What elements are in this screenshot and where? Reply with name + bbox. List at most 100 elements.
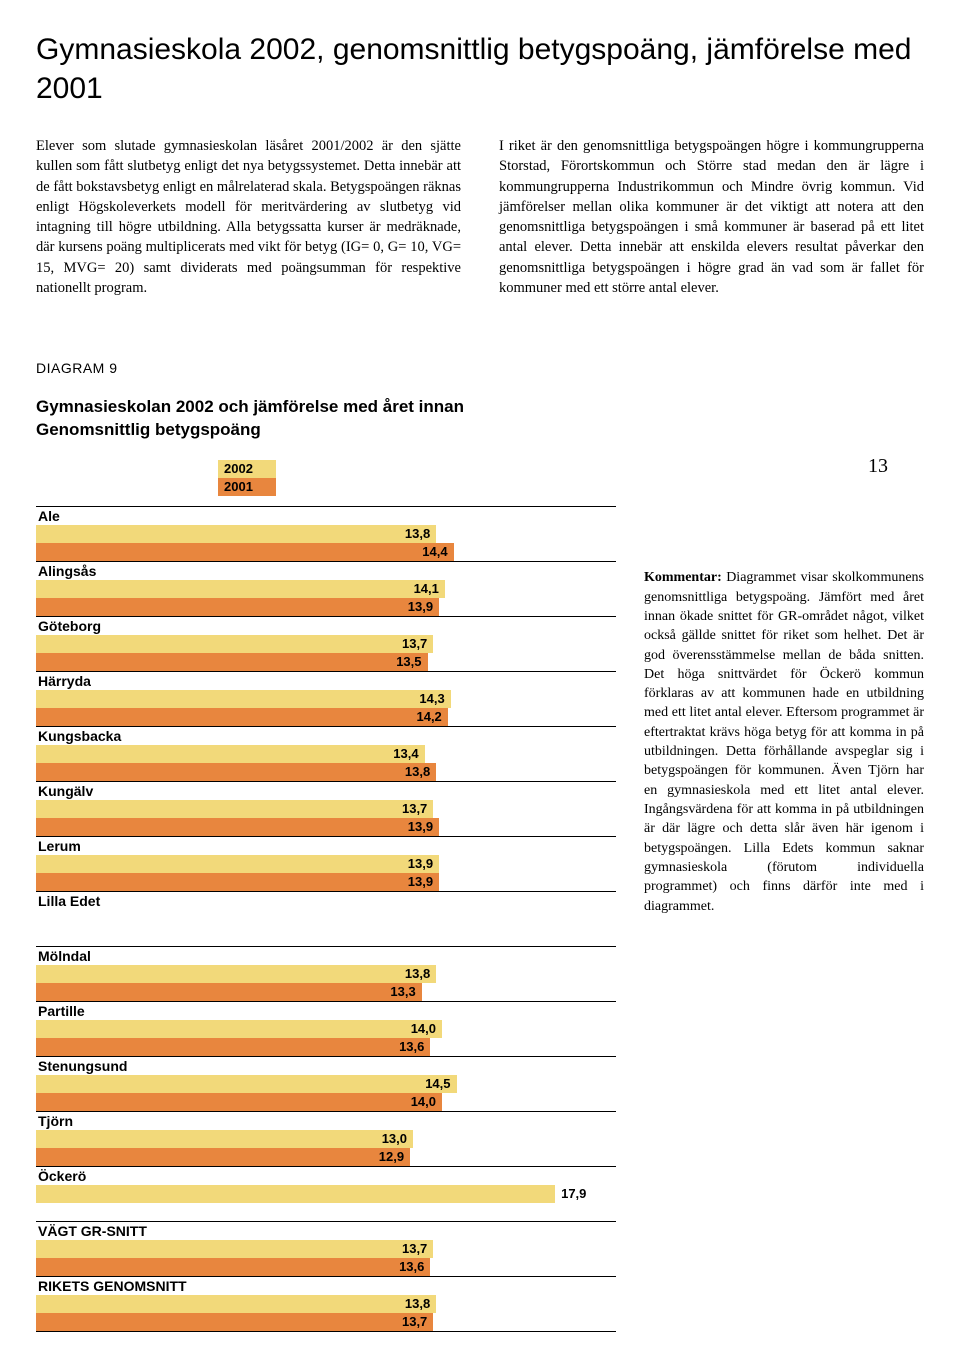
bar-2002: 13,0 — [36, 1130, 616, 1148]
bar-value: 13,9 — [408, 598, 433, 616]
bar-value: 13,6 — [399, 1038, 424, 1056]
chart-row: Partille14,013,6 — [36, 1001, 616, 1056]
diagram-label: DIAGRAM 9 — [36, 358, 924, 378]
page-title: Gymnasieskola 2002, genomsnittlig betygs… — [36, 30, 924, 108]
bar-value: 14,4 — [422, 543, 447, 561]
page-number: 13 — [868, 452, 888, 481]
chart-row: Mölndal13,813,3 — [36, 946, 616, 1001]
chart-row: Stenungsund14,514,0 — [36, 1056, 616, 1111]
bar-value: 13,4 — [393, 745, 418, 763]
legend: 20022001 — [218, 460, 924, 496]
bar-2001: 14,2 — [36, 708, 616, 726]
row-label: Lilla Edet — [36, 892, 616, 910]
bar-value: 12,9 — [379, 1148, 404, 1166]
bar-value: 13,9 — [408, 855, 433, 873]
chart-title-line2: Genomsnittlig betygspoäng — [36, 420, 261, 439]
bar-value: 13,8 — [405, 965, 430, 983]
bar-value: 14,3 — [419, 690, 444, 708]
chart-row: Kungsbacka13,413,8 — [36, 726, 616, 781]
bar-2002: 14,1 — [36, 580, 616, 598]
chart-row: RIKETS GENOMSNITT13,813,7 — [36, 1276, 616, 1331]
row-label: Göteborg — [36, 617, 616, 635]
bar-value: 13,6 — [399, 1258, 424, 1276]
bar-value: 14,2 — [416, 708, 441, 726]
bar-2002: 13,7 — [36, 800, 616, 818]
bar-2002: 13,9 — [36, 855, 616, 873]
bar-value: 14,0 — [411, 1020, 436, 1038]
bar-2001: 13,6 — [36, 1038, 616, 1056]
row-label: Tjörn — [36, 1112, 616, 1130]
intro-right: I riket är den genomsnittliga betygspoän… — [499, 136, 924, 298]
empty-bars — [36, 910, 616, 946]
chart-row: Öckerö17,9 — [36, 1166, 616, 1221]
legend-swatch: 2002 — [218, 460, 276, 478]
bar-value: 14,0 — [411, 1093, 436, 1111]
bar-2001: 12,9 — [36, 1148, 616, 1166]
chart-row: Kungälv13,713,9 — [36, 781, 616, 836]
row-label: Kungälv — [36, 782, 616, 800]
bar-2002: 13,7 — [36, 635, 616, 653]
bar-2001: 13,3 — [36, 983, 616, 1001]
comment-box: Kommentar: Diagrammet visar skolkommunen… — [644, 506, 924, 916]
bar-value: 14,5 — [425, 1075, 450, 1093]
bar-value: 13,0 — [382, 1130, 407, 1148]
bar-2002: 17,9 — [36, 1185, 616, 1203]
bar-2001: 13,6 — [36, 1258, 616, 1276]
bar-value: 13,7 — [402, 800, 427, 818]
bar-2002: 13,8 — [36, 525, 616, 543]
bar-value: 13,5 — [396, 653, 421, 671]
bar-2001: 14,0 — [36, 1093, 616, 1111]
bar-2001: 13,5 — [36, 653, 616, 671]
row-label: VÄGT GR-SNITT — [36, 1222, 616, 1240]
chart-row: Ale13,814,4 — [36, 506, 616, 561]
bar-2001: 13,9 — [36, 818, 616, 836]
bar-2001: 13,8 — [36, 763, 616, 781]
chart-row: Göteborg13,713,5 — [36, 616, 616, 671]
intro-columns: Elever som slutade gymnasieskolan läsåre… — [36, 136, 924, 298]
chart-title-line1: Gymnasieskolan 2002 och jämförelse med å… — [36, 397, 464, 416]
chart-row: Lilla Edet — [36, 891, 616, 946]
bar-2001: 13,9 — [36, 598, 616, 616]
legend-swatch: 2001 — [218, 478, 276, 496]
bar-value: 13,8 — [405, 1295, 430, 1313]
bar-value: 13,7 — [402, 635, 427, 653]
bar-value: 17,9 — [555, 1185, 586, 1203]
bar-value: 13,7 — [402, 1240, 427, 1258]
bar-value: 14,1 — [414, 580, 439, 598]
bar-2002: 13,4 — [36, 745, 616, 763]
bar-value: 13,9 — [408, 818, 433, 836]
bar-2001-empty — [36, 1203, 616, 1221]
bar-2002: 14,0 — [36, 1020, 616, 1038]
bar-value: 13,3 — [390, 983, 415, 1001]
row-label: Ale — [36, 507, 616, 525]
chart-row: VÄGT GR-SNITT13,713,6 — [36, 1221, 616, 1276]
chart-row: Tjörn13,012,9 — [36, 1111, 616, 1166]
chart-row: Lerum13,913,9 — [36, 836, 616, 891]
bar-value: 13,8 — [405, 763, 430, 781]
comment-body: Diagrammet visar skolkommunens genomsnit… — [644, 570, 924, 913]
row-label: Mölndal — [36, 947, 616, 965]
row-label: Öckerö — [36, 1167, 616, 1185]
bar-2002: 13,8 — [36, 965, 616, 983]
comment-label: Kommentar: — [644, 570, 722, 585]
row-label: Stenungsund — [36, 1057, 616, 1075]
chart-title: Gymnasieskolan 2002 och jämförelse med å… — [36, 395, 924, 443]
bar-chart: Ale13,814,4Alingsås14,113,9Göteborg13,71… — [36, 506, 616, 1332]
bar-2002: 13,8 — [36, 1295, 616, 1313]
bar-2001: 13,9 — [36, 873, 616, 891]
bar-2001: 14,4 — [36, 543, 616, 561]
bar-value: 13,8 — [405, 525, 430, 543]
chart-row: Härryda14,314,2 — [36, 671, 616, 726]
chart-row: Alingsås14,113,9 — [36, 561, 616, 616]
bar-value: 13,9 — [408, 873, 433, 891]
row-label: Härryda — [36, 672, 616, 690]
row-label: Alingsås — [36, 562, 616, 580]
bar-2002: 13,7 — [36, 1240, 616, 1258]
bar-value: 13,7 — [402, 1313, 427, 1331]
row-label: Kungsbacka — [36, 727, 616, 745]
bar-2002: 14,5 — [36, 1075, 616, 1093]
bar-2001: 13,7 — [36, 1313, 616, 1331]
row-label: RIKETS GENOMSNITT — [36, 1277, 616, 1295]
row-label: Partille — [36, 1002, 616, 1020]
chart-section: Gymnasieskolan 2002 och jämförelse med å… — [36, 395, 924, 1333]
